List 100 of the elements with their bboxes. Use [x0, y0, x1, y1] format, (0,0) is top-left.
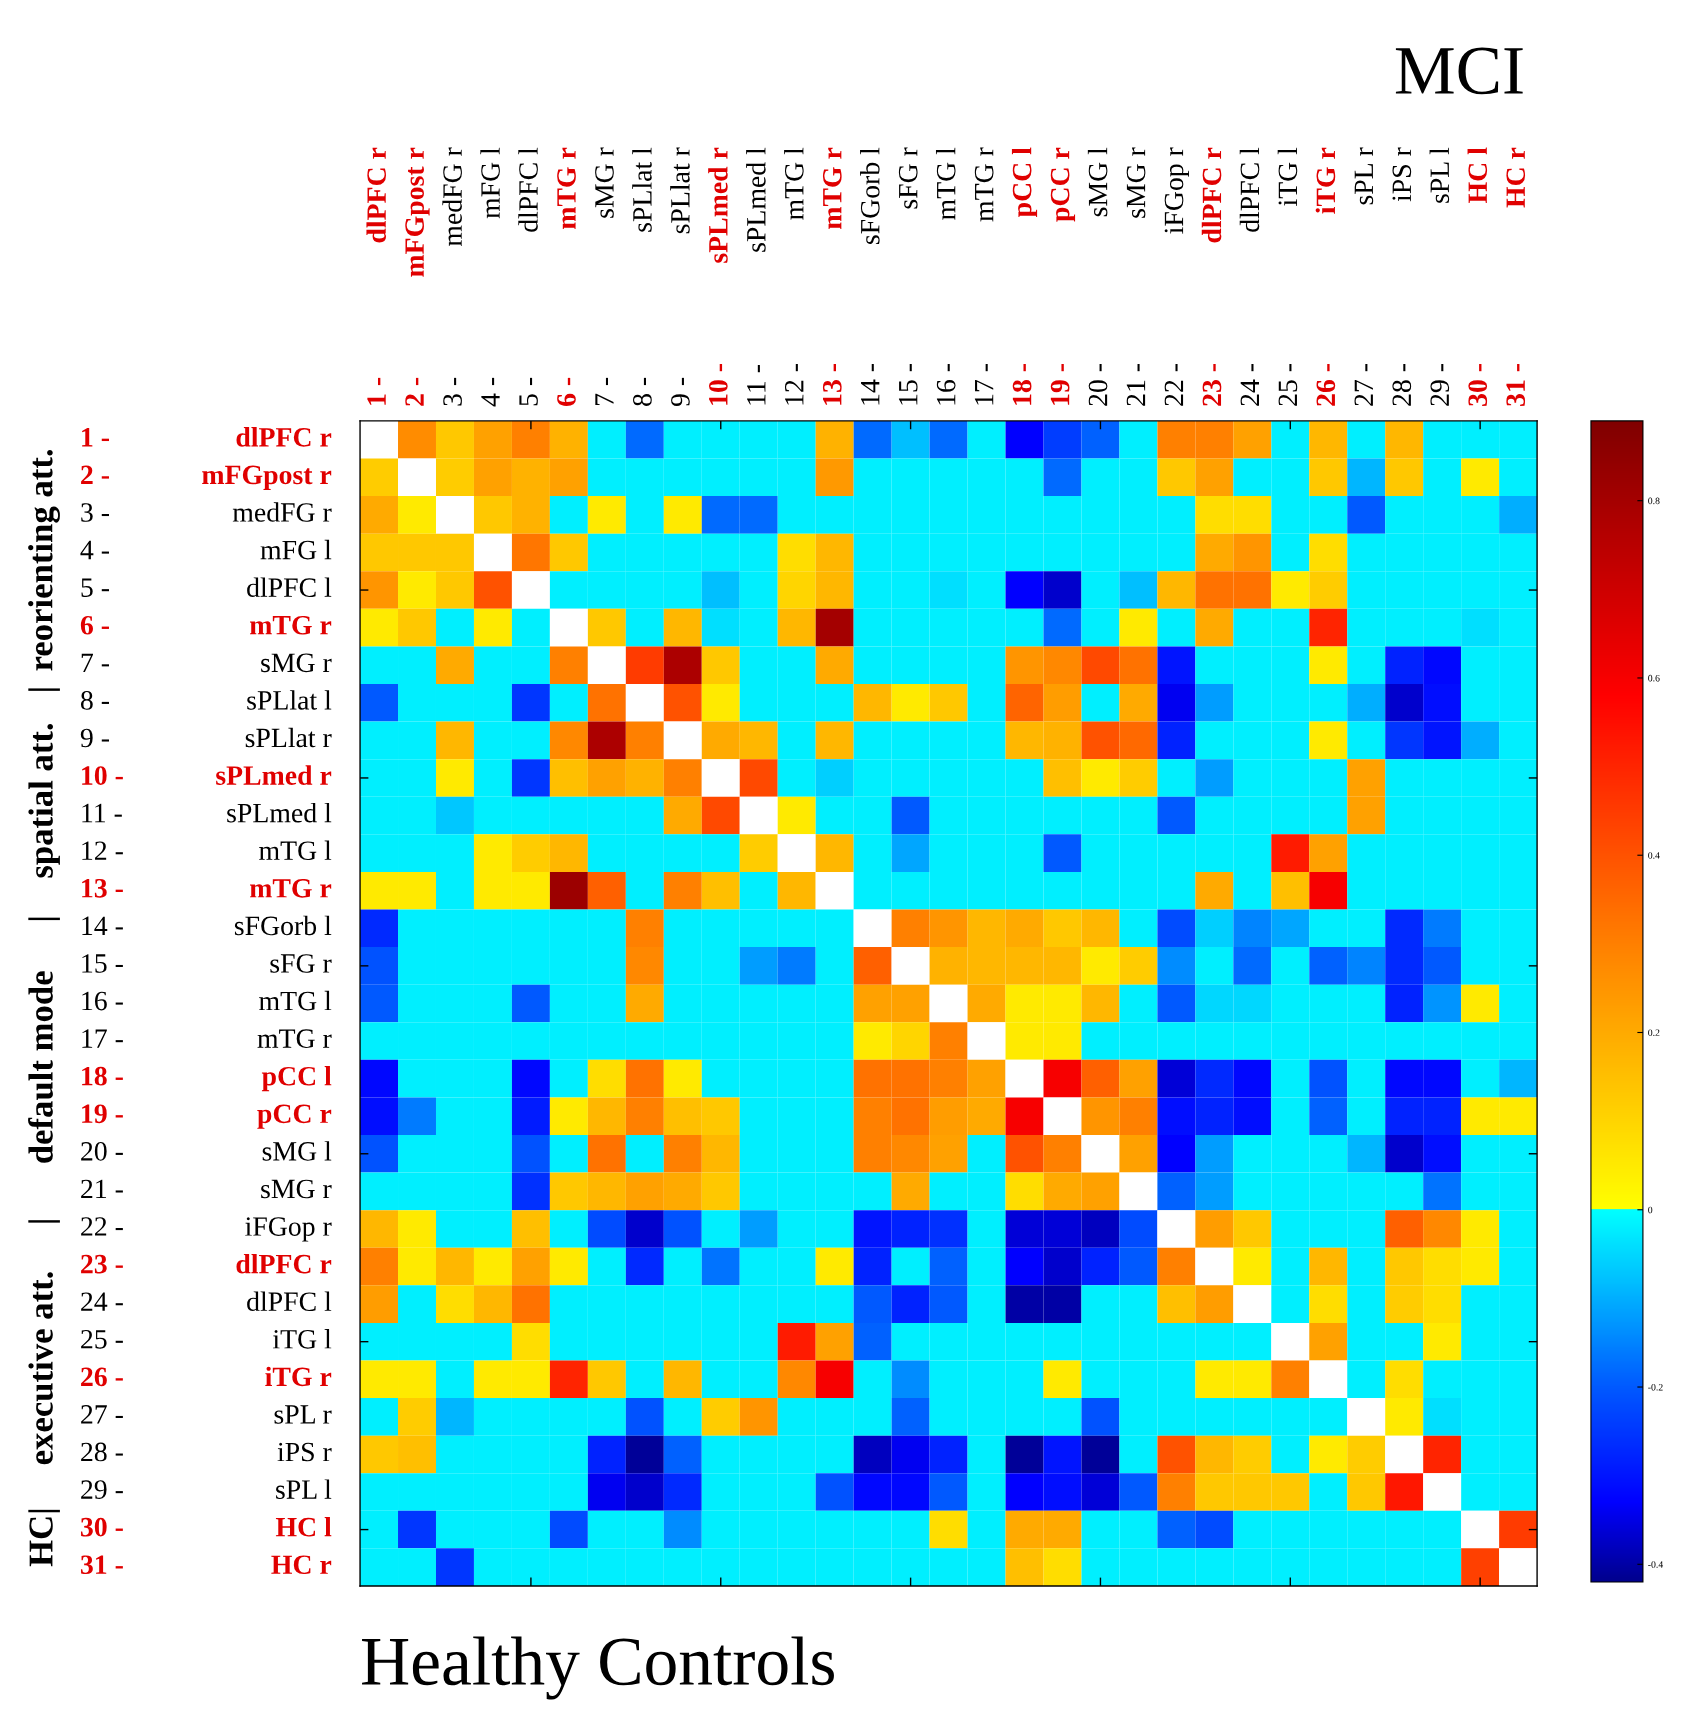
x-tick-label: sFG r — [898, 147, 918, 209]
y2-tick-label: 25 - — [81, 1329, 123, 1349]
category-label: 20 - — [1088, 363, 1108, 406]
color-bar-label: -0.4 — [1648, 1561, 1664, 1568]
color-bar-label: 0.8 — [1648, 497, 1660, 505]
color-bar-label: -0.2 — [1648, 1383, 1663, 1391]
category-label: 1 - — [367, 377, 386, 405]
y2-tick-label: 29 - — [81, 1480, 123, 1499]
chart-title: MCI — [1395, 47, 1523, 95]
text: | — [28, 1220, 60, 1223]
x-tick-label: mFGpost r — [405, 147, 430, 277]
x-tick-label: sMG r — [595, 147, 614, 218]
x-tick-label: HC r — [1506, 147, 1526, 208]
y-tick-label: HC l — [275, 1516, 332, 1537]
x-tick-label: dlPFC r — [1201, 147, 1222, 243]
y-tick-label: iFGop r — [245, 1217, 332, 1242]
y-tick-label: sPLlat l — [247, 690, 332, 710]
y-tick-label: iTG r — [265, 1366, 332, 1387]
category-label: 27 - — [1354, 363, 1373, 406]
text: executive att. — [28, 1272, 53, 1465]
category-label: 17 - — [974, 363, 994, 405]
x-tick-label: sPLmed l — [746, 147, 766, 252]
y2-tick-label: 19 - — [82, 1104, 123, 1124]
category-label: 18 - — [1012, 363, 1032, 405]
text: HC| — [28, 1509, 60, 1567]
y2-tick-label: 15 - — [82, 954, 123, 973]
y-tick-label: mTG l — [259, 990, 332, 1011]
y2-tick-label: 16 - — [82, 991, 123, 1011]
y-tick-label: mTG r — [250, 878, 332, 898]
category-label: 31 - — [1506, 363, 1526, 406]
text: | — [28, 917, 60, 921]
x-tick-label: sMG l — [1087, 147, 1108, 217]
category-label: 21 - — [1126, 363, 1146, 406]
y-tick-label: sPL r — [274, 1405, 332, 1424]
x-tick-label: sPLlat r — [670, 147, 690, 234]
y2-tick-label: 10 - — [82, 766, 123, 785]
text: | — [28, 688, 60, 691]
y2-tick-label: 8 - — [80, 691, 109, 710]
category-label: 2 - — [405, 377, 424, 406]
y-tick-label: sPL l — [276, 1479, 332, 1499]
x-tick-label: mTG l — [784, 147, 804, 220]
color-bar-label: 0.6 — [1648, 674, 1660, 682]
category-label: 22 - — [1164, 363, 1184, 406]
y2-tick-label: 22 - — [81, 1217, 123, 1236]
y-tick-label: sMG r — [261, 653, 332, 673]
x-tick-label: sFGorb l — [860, 147, 880, 245]
category-label: 16 - — [936, 363, 956, 405]
y2-tick-label: 9 - — [80, 728, 109, 748]
x-tick-label: pCC r — [1050, 147, 1076, 222]
x-tick-label: dlPFC l — [1239, 147, 1260, 232]
x-axis-title: Healthy Controls — [362, 1636, 834, 1700]
y2-tick-label: 4 - — [80, 540, 109, 560]
y-tick-label: mTG r — [257, 1029, 332, 1048]
y2-tick-label: 23 - — [81, 1254, 123, 1274]
y2-tick-label: 18 - — [82, 1066, 123, 1086]
category-label: 19 - — [1050, 363, 1070, 405]
x-tick-label: sPL r — [1354, 147, 1374, 205]
x-tick-label: iFGop r — [1164, 147, 1189, 234]
y-tick-label: mTG r — [250, 615, 332, 635]
y2-tick-label: 27 - — [81, 1405, 123, 1424]
x-tick-label: iPS r — [1392, 147, 1412, 202]
category-label: 29 - — [1430, 363, 1450, 406]
x-tick-label: dlPFC l — [518, 147, 538, 232]
y-tick-label: pCC l — [261, 1066, 332, 1092]
text: spatial att. — [28, 723, 60, 878]
y2-tick-label: 12 - — [82, 841, 123, 860]
category-label: 23 - — [1202, 363, 1222, 406]
text: default mode — [28, 971, 53, 1163]
y-tick-label: sMG l — [262, 1141, 332, 1161]
y2-tick-label: 24 - — [81, 1292, 123, 1311]
color-bar-label: 0 — [1648, 1206, 1653, 1214]
x-tick-label: mTG l — [935, 147, 956, 220]
category-label: 3 - — [443, 377, 462, 406]
x-tick-label: pCC l — [1011, 147, 1038, 218]
category-label: 13 - — [822, 363, 842, 405]
x-tick-label: iTG l — [1277, 147, 1298, 206]
color-bar-label: 0.2 — [1648, 1029, 1660, 1037]
x-tick-label: mTG r — [974, 147, 994, 222]
category-label: 8 - — [633, 377, 652, 406]
y-tick-label: dlPFC l — [247, 1291, 332, 1312]
y2-tick-label: 5 - — [81, 578, 109, 597]
y-tick-label: dlPFC r — [236, 1253, 332, 1274]
y-tick-label: mFGpost r — [202, 465, 332, 490]
y-tick-label: iTG l — [272, 1329, 332, 1349]
y-tick-label: pCC r — [257, 1104, 332, 1129]
x-tick-label: mTG r — [822, 147, 842, 229]
category-label: 11 - — [747, 365, 766, 405]
category-label: 25 - — [1278, 363, 1298, 406]
category-label: 10 - — [708, 363, 728, 405]
x-tick-label: sPLlat l — [632, 147, 652, 232]
y-tick-label: medFG r — [232, 502, 332, 522]
y-tick-label: HC r — [271, 1555, 332, 1575]
y2-tick-label: 26 - — [81, 1367, 123, 1387]
category-label: 4 - — [481, 377, 500, 407]
y-tick-label: mFG l — [260, 539, 332, 560]
y2-tick-label: 31 - — [80, 1555, 123, 1575]
category-label: 9 - — [671, 377, 690, 407]
y2-tick-label: 17 - — [82, 1029, 123, 1048]
color-bar-label: 0.4 — [1648, 852, 1660, 859]
category-label: 24 - — [1240, 363, 1259, 406]
